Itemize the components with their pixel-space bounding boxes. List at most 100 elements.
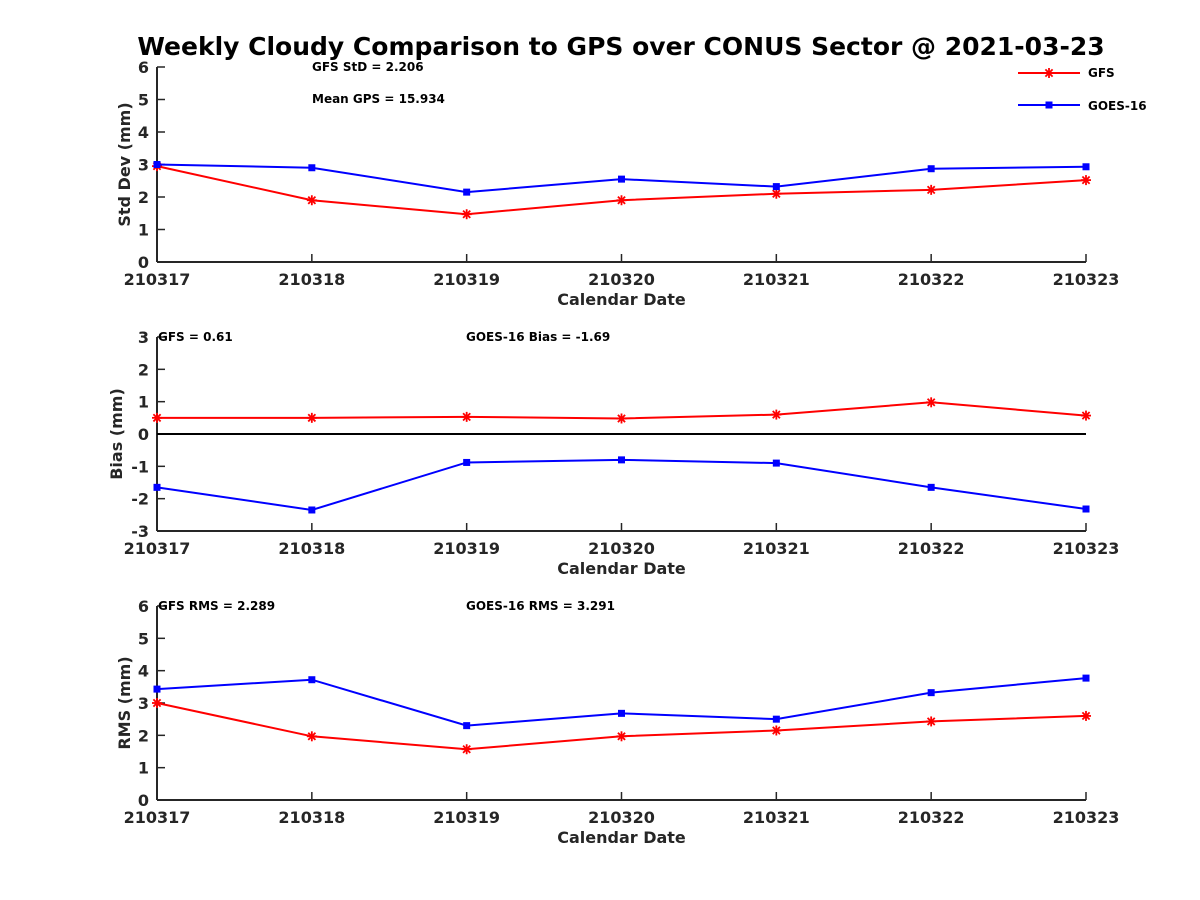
x-tick-label: 210322 bbox=[898, 539, 965, 558]
y-tick-label: 3 bbox=[138, 328, 149, 347]
y-tick-label: 4 bbox=[138, 662, 149, 681]
data-point-gfs bbox=[1081, 175, 1091, 186]
y-tick-label: 1 bbox=[138, 221, 149, 240]
chart-title: Weekly Cloudy Comparison to GPS over CON… bbox=[137, 32, 1104, 61]
chart-panel-2: -3 -2 -1 0 1 2 3 210317 210318 210319 210320 210321… bbox=[107, 328, 1119, 578]
data-point-goes16 bbox=[153, 685, 161, 693]
data-point-goes16 bbox=[1082, 674, 1090, 682]
x-axis-label: Calendar Date bbox=[557, 559, 686, 578]
legend-marker-goes16 bbox=[1045, 101, 1053, 109]
data-point-gfs bbox=[771, 725, 782, 736]
data-point-goes16 bbox=[772, 715, 780, 723]
x-tick-label: 210317 bbox=[124, 808, 191, 827]
data-point-gfs bbox=[1081, 410, 1091, 421]
x-tick-label: 210321 bbox=[743, 808, 810, 827]
data-point-gfs bbox=[771, 409, 782, 420]
x-tick-label: 210318 bbox=[278, 270, 345, 289]
data-point-goes16 bbox=[927, 165, 935, 173]
x-tick-label: 210319 bbox=[433, 270, 500, 289]
data-point-gfs bbox=[461, 744, 472, 755]
data-point-goes16 bbox=[772, 183, 780, 191]
x-tick-label: 210319 bbox=[433, 539, 500, 558]
data-point-goes16 bbox=[153, 161, 161, 168]
y-tick-label: -2 bbox=[131, 490, 149, 509]
data-point-goes16 bbox=[1082, 505, 1090, 513]
stat-annotation: GFS RMS = 2.289 bbox=[158, 599, 275, 613]
data-point-goes16 bbox=[463, 722, 471, 730]
legend-item-goes16: GOES-16 bbox=[1018, 99, 1147, 113]
stat-annotation: Mean GPS = 15.934 bbox=[312, 92, 445, 106]
x-tick-label: 210320 bbox=[588, 270, 655, 289]
legend-label-gfs: GFS bbox=[1088, 66, 1115, 80]
data-point-goes16 bbox=[618, 175, 625, 183]
y-axis-label: Std Dev (mm) bbox=[115, 102, 134, 226]
data-point-gfs bbox=[616, 731, 627, 742]
data-point-goes16 bbox=[153, 483, 161, 491]
stat-annotation: GOES-16 RMS = 3.291 bbox=[466, 599, 615, 613]
data-point-gfs bbox=[461, 209, 472, 220]
y-tick-label: 6 bbox=[138, 58, 149, 77]
y-tick-label: 0 bbox=[138, 253, 149, 272]
data-point-gfs bbox=[306, 412, 317, 423]
legend-marker-gfs bbox=[1044, 68, 1054, 78]
stat-annotation: GFS StD = 2.206 bbox=[312, 60, 424, 74]
chart-panel-3: 0 1 2 3 4 5 6 210317 210318 210319 210320 210321 210… bbox=[115, 597, 1119, 847]
series-line-goes16 bbox=[156, 458, 1087, 512]
data-point-goes16 bbox=[308, 676, 316, 684]
y-tick-label: 2 bbox=[138, 726, 149, 745]
x-tick-label: 210321 bbox=[743, 539, 810, 558]
data-point-gfs bbox=[926, 716, 937, 727]
x-tick-label: 210323 bbox=[1053, 539, 1120, 558]
series-line-gfs bbox=[156, 165, 1087, 216]
data-point-gfs bbox=[616, 195, 627, 206]
y-tick-label: 0 bbox=[138, 425, 149, 444]
legend-label-goes16: GOES-16 bbox=[1088, 99, 1147, 113]
y-tick-label: 3 bbox=[138, 694, 149, 713]
x-tick-label: 210322 bbox=[898, 808, 965, 827]
x-tick-label: 210318 bbox=[278, 539, 345, 558]
data-point-gfs bbox=[771, 188, 782, 199]
x-axis-label: Calendar Date bbox=[557, 828, 686, 847]
y-tick-label: -3 bbox=[131, 522, 149, 541]
y-tick-label: 1 bbox=[138, 759, 149, 778]
data-point-gfs bbox=[1081, 710, 1091, 721]
y-axis-label: RMS (mm) bbox=[115, 656, 134, 749]
x-tick-label: 210319 bbox=[433, 808, 500, 827]
x-tick-label: 210317 bbox=[124, 270, 191, 289]
x-tick-label: 210318 bbox=[278, 808, 345, 827]
y-tick-label: 0 bbox=[138, 791, 149, 810]
data-point-goes16 bbox=[308, 164, 316, 172]
data-point-goes16 bbox=[618, 709, 625, 717]
data-point-gfs bbox=[461, 411, 472, 422]
data-point-goes16 bbox=[463, 458, 471, 466]
legend-item-gfs: GFS bbox=[1018, 66, 1115, 80]
data-point-gfs bbox=[152, 698, 162, 708]
data-point-gfs bbox=[926, 397, 937, 408]
data-point-gfs bbox=[616, 413, 627, 424]
data-point-goes16 bbox=[927, 483, 935, 491]
y-tick-label: 3 bbox=[138, 156, 149, 175]
data-point-goes16 bbox=[618, 456, 625, 464]
x-tick-label: 210321 bbox=[743, 270, 810, 289]
stat-annotation: GOES-16 Bias = -1.69 bbox=[466, 330, 610, 344]
x-tick-label: 210323 bbox=[1053, 808, 1120, 827]
data-point-gfs bbox=[926, 184, 937, 195]
legend: GFS GOES-16 bbox=[1018, 66, 1147, 113]
y-tick-label: 2 bbox=[138, 188, 149, 207]
data-point-gfs bbox=[306, 195, 317, 206]
y-tick-label: 5 bbox=[138, 91, 149, 110]
data-point-goes16 bbox=[308, 506, 316, 514]
series-line-goes16 bbox=[156, 677, 1087, 727]
data-point-goes16 bbox=[927, 689, 935, 697]
y-tick-label: 5 bbox=[138, 629, 149, 648]
data-point-goes16 bbox=[1082, 163, 1090, 171]
y-axis-label: Bias (mm) bbox=[107, 388, 126, 480]
chart-panel-1: 0 1 2 3 4 5 6 210317 210318 210319 210320 210321 210… bbox=[115, 58, 1119, 309]
data-point-gfs bbox=[152, 412, 162, 423]
y-tick-label: 1 bbox=[138, 393, 149, 412]
y-tick-label: 2 bbox=[138, 360, 149, 379]
x-tick-label: 210323 bbox=[1053, 270, 1120, 289]
